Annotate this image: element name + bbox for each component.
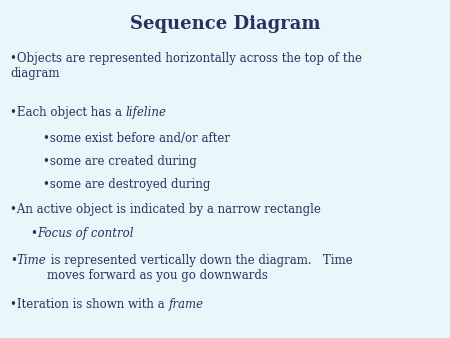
Text: •An active object is indicated by a narrow rectangle: •An active object is indicated by a narr… — [10, 203, 321, 216]
Text: is represented vertically down the diagram.   Time
moves forward as you go downw: is represented vertically down the diagr… — [46, 254, 352, 282]
Text: Sequence Diagram: Sequence Diagram — [130, 15, 320, 33]
Text: Time: Time — [17, 254, 46, 267]
Text: •: • — [10, 254, 17, 267]
Text: •Each object has a: •Each object has a — [10, 106, 126, 119]
Text: •some are destroyed during: •some are destroyed during — [43, 178, 210, 191]
Text: lifeline: lifeline — [126, 106, 166, 119]
Text: Focus of control: Focus of control — [37, 227, 134, 240]
Text: frame: frame — [168, 298, 203, 311]
Text: •Objects are represented horizontally across the top of the
diagram: •Objects are represented horizontally ac… — [10, 52, 362, 80]
Text: •some exist before and/or after: •some exist before and/or after — [43, 132, 230, 145]
Text: •some are created during: •some are created during — [43, 155, 197, 168]
Text: •Iteration is shown with a: •Iteration is shown with a — [10, 298, 168, 311]
Text: •: • — [31, 227, 37, 240]
